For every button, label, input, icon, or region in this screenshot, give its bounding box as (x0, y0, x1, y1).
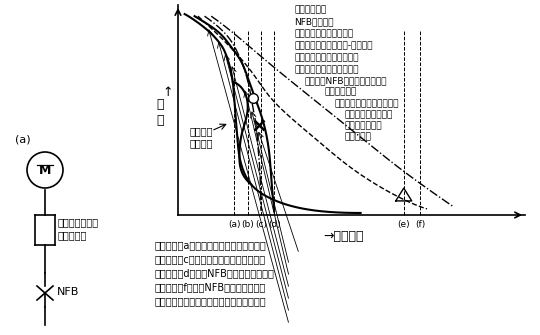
Text: 電流より小さい: 電流より小さい (344, 122, 382, 131)
Text: 電流時間特性: 電流時間特性 (324, 87, 356, 96)
Text: (e): (e) (397, 220, 410, 229)
Text: (b): (b) (241, 220, 254, 229)
Text: （d）　：NFBの瞬時引外し電流: （d） ：NFBの瞬時引外し電流 (155, 268, 275, 278)
Text: (f): (f) (415, 220, 426, 229)
Text: サーマルリレーヒーターの: サーマルリレーヒーターの (294, 66, 359, 74)
Text: （注）　負荷側電線の末端: （注） 負荷側電線の末端 (334, 99, 399, 109)
Text: (a): (a) (228, 220, 241, 229)
Text: での短絡電流はこの: での短絡電流はこの (344, 111, 393, 120)
Text: サーマルリレー動作特性: サーマルリレー動作特性 (294, 29, 353, 39)
Text: 電動機熱特性: 電動機熱特性 (294, 5, 327, 14)
Text: 必要がある: 必要がある (344, 133, 371, 141)
Text: サーマルリレー: サーマルリレー (58, 217, 99, 227)
Text: NFB動作特性: NFB動作特性 (294, 17, 334, 26)
Text: (c): (c) (255, 220, 267, 229)
Text: （f）　：NFBの定格遮断容量: （f） ：NFBの定格遮断容量 (155, 282, 266, 292)
Text: （設置点での短絡電流）: （設置点での短絡電流） (155, 296, 267, 306)
Text: →　電　流: → 電 流 (324, 230, 365, 244)
Text: 時
間: 時 間 (156, 98, 164, 127)
Text: M: M (39, 163, 51, 177)
Text: (a): (a) (15, 135, 31, 145)
Text: 溶断点　NFB電源側電線の許容: 溶断点 NFB電源側電線の許容 (304, 76, 387, 85)
Text: (d): (d) (268, 220, 281, 229)
Text: （c）　：電動機の過渡突入電流: （c） ：電動機の過渡突入電流 (155, 254, 266, 264)
Text: 電動機の
始動電流: 電動機の 始動電流 (190, 126, 213, 148)
Text: ↑: ↑ (163, 86, 173, 99)
Text: NFB: NFB (57, 287, 79, 297)
Text: 負荷側電線の許容電流-時間特性: 負荷側電線の許容電流-時間特性 (294, 42, 373, 51)
Text: （注）　（a）　：電動機の定常始動電流: （注） （a） ：電動機の定常始動電流 (155, 240, 267, 250)
Text: 電磁接触器: 電磁接触器 (58, 230, 87, 240)
Text: 動作特性のクロスポイント: 動作特性のクロスポイント (294, 54, 359, 63)
